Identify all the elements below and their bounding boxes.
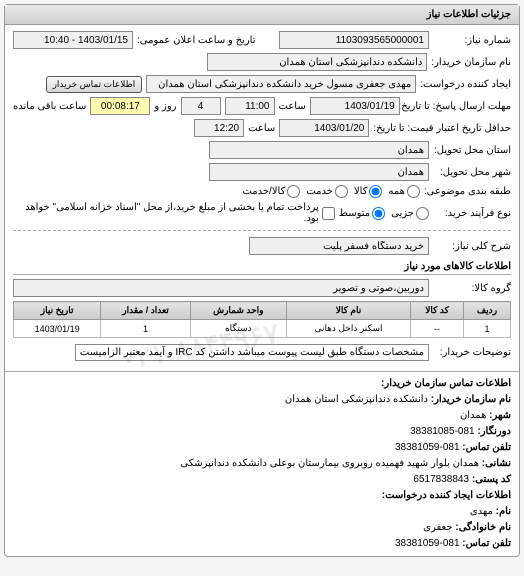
creator-label: ایجاد کننده درخواست: [420,79,511,90]
min-valid-label: حداقل تاریخ اعتبار قیمت: تا تاریخ: [373,123,511,134]
goods-group-label: گروه کالا: [433,283,511,294]
time-label-2: ساعت [248,123,275,134]
buyer-name-field [207,53,427,71]
process-note: پرداخت تمام یا بخشی از مبلغ خرید،از محل … [13,202,319,224]
radio-goods-service[interactable] [287,185,300,198]
goods-group-field [13,279,429,297]
panel-title: جزئیات اطلاعات نیاز [5,5,519,25]
goods-section-title: اطلاعات کالاهای مورد نیاز [13,261,511,275]
need-title-field [249,237,429,255]
delivery-province-field [209,141,429,159]
radio-medium[interactable] [372,207,385,220]
reply-date-field [310,97,400,115]
radio-small[interactable] [416,207,429,220]
goods-table: ردیف کد کالا نام کالا واحد شمارش تعداد /… [13,301,511,338]
treasury-checkbox[interactable] [322,207,335,220]
details-panel: جزئیات اطلاعات نیاز شماره نیاز: تاریخ و … [4,4,520,557]
buyer-notes-label: توضیحات خریدار: [433,347,511,358]
announce-datetime-label: تاریخ و ساعت اعلان عمومی: [137,35,256,46]
category-label: طبقه بندی موضوعی: [424,186,511,197]
th-unit: واحد شمارش [190,302,286,320]
buyer-contact-button[interactable]: اطلاعات تماس خریدار [46,76,143,93]
request-no-field [279,31,429,49]
contact-section-title: اطلاعات تماس سازمان خریدار: [381,378,511,389]
remain-label: ساعت باقی مانده [13,101,86,112]
th-code: کد کالا [411,302,464,320]
buyer-name-label: نام سازمان خریدار: [431,57,511,68]
table-row[interactable]: 1 -- اسکنر داخل دهانی دستگاه 1 1403/01/1… [14,320,511,338]
category-radio-group: همه کالا خدمت کالا/خدمت [242,185,419,198]
announce-datetime-field [13,31,133,49]
min-valid-date-field [279,119,369,137]
contact-info-block: اطلاعات تماس سازمان خریدار: نام سازمان خ… [5,371,519,556]
delivery-city-field [209,163,429,181]
min-valid-time-field [194,119,244,137]
radio-goods[interactable] [369,185,382,198]
th-qty: تعداد / مقدار [101,302,191,320]
need-title-label: شرح کلی نیاز: [433,241,511,252]
days-field [181,97,221,115]
process-radio-group: جزیی متوسط [339,207,429,220]
reply-deadline-label: مهلت ارسال پاسخ: تا تاریخ: [404,101,511,112]
delivery-province-label: استان محل تحویل: [433,145,511,156]
request-no-label: شماره نیاز: [433,35,511,46]
radio-service[interactable] [335,185,348,198]
reply-time-field [225,97,275,115]
process-type-label: نوع فرآیند خرید: [433,208,511,219]
buyer-notes-field: مشخصات دستگاه طبق لیست پیوست میباشد داشت… [75,344,429,361]
th-name: نام کالا [286,302,410,320]
creator-field [146,75,416,93]
divider [13,230,511,231]
days-label: روز و [154,101,176,112]
delivery-city-label: شهر محل تحویل: [433,167,511,178]
radio-all[interactable] [407,185,420,198]
creator-section-title: اطلاعات ایجاد کننده درخواست: [382,490,511,501]
th-row: ردیف [463,302,510,320]
remain-time-field [90,97,150,115]
th-date: تاریخ نیاز [14,302,101,320]
time-label-1: ساعت [279,101,306,112]
